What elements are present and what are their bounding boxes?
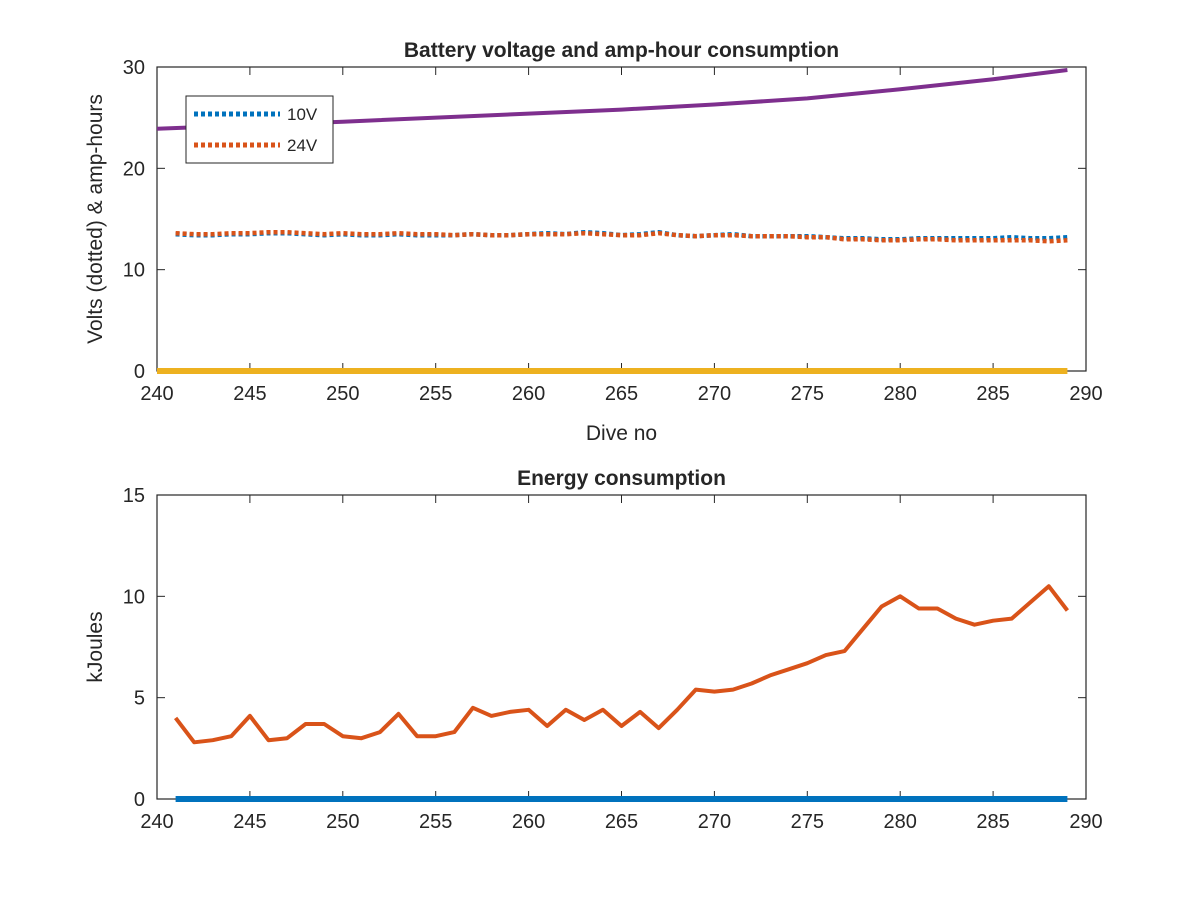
voltage-plot-series	[156, 68, 1068, 374]
voltage-xtick-label: 285	[976, 383, 1009, 405]
voltage-plot-ylabel: Volts (dotted) & amp-hours	[84, 94, 107, 344]
legend-label-24v: 24V	[287, 136, 318, 155]
voltage-ytick-label: 10	[123, 260, 145, 282]
voltage-xtick-label: 275	[791, 383, 824, 405]
energy-plot-ylabel: kJoules	[84, 611, 107, 682]
energy-xtick-label: 265	[605, 811, 638, 833]
legend-label-10v: 10V	[287, 105, 318, 124]
voltage-xtick-label: 280	[884, 383, 917, 405]
energy-series-line-0	[174, 584, 1069, 745]
energy-xtick-label: 260	[512, 811, 545, 833]
voltage-plot-ticks: 240 245 250 255 260 265 270 275 280 285 290 0 10 20 30	[123, 57, 1103, 405]
energy-ytick-label: 10	[123, 586, 145, 608]
energy-plot-ticks: 240 245 250 255 260 265 270 275 280 285 290 0 5 10 15	[123, 485, 1103, 833]
energy-xtick-label: 275	[791, 811, 824, 833]
energy-ytick-label: 5	[134, 688, 145, 710]
energy-plot: 240 245 250 255 260 265 270 275 280 285 290051015 …	[84, 467, 1103, 833]
energy-plot-frame	[156, 494, 1087, 800]
voltage-xtick-label: 240	[140, 383, 173, 405]
voltage-xtick-label: 290	[1069, 383, 1102, 405]
voltage-plot-legend: 10V 24V	[185, 95, 334, 164]
energy-xtick-label: 270	[698, 811, 731, 833]
energy-plot-series	[174, 584, 1069, 802]
voltage-ytick-label: 0	[134, 361, 145, 383]
voltage-series-line-1	[175, 229, 1068, 244]
voltage-plot: 240 245 250 255 260 265 270 275 280 285 290 0 10 20 30…	[84, 39, 1103, 445]
energy-plot-title: Energy consumption	[517, 467, 726, 490]
energy-xtick-label: 240	[140, 811, 173, 833]
voltage-xtick-label: 250	[326, 383, 359, 405]
voltage-series-line-2	[156, 68, 1068, 131]
voltage-xtick-label: 255	[419, 383, 452, 405]
voltage-xtick-label: 270	[698, 383, 731, 405]
voltage-xtick-label: 245	[233, 383, 266, 405]
voltage-plot-title: Battery voltage and amp-hour consumption	[404, 39, 839, 62]
energy-xtick-label: 245	[233, 811, 266, 833]
energy-xtick-label: 285	[976, 811, 1009, 833]
legend-box	[185, 95, 334, 164]
energy-xtick-label: 290	[1069, 811, 1102, 833]
voltage-xtick-label: 265	[605, 383, 638, 405]
voltage-ytick-label: 30	[123, 57, 145, 79]
voltage-plot-xlabel: Dive no	[586, 422, 657, 445]
energy-ytick-label: 15	[123, 485, 145, 507]
energy-xtick-label: 250	[326, 811, 359, 833]
energy-xtick-label: 280	[884, 811, 917, 833]
energy-xtick-label: 255	[419, 811, 452, 833]
voltage-xtick-label: 260	[512, 383, 545, 405]
voltage-ytick-label: 20	[123, 158, 145, 180]
energy-ytick-label: 0	[134, 789, 145, 811]
